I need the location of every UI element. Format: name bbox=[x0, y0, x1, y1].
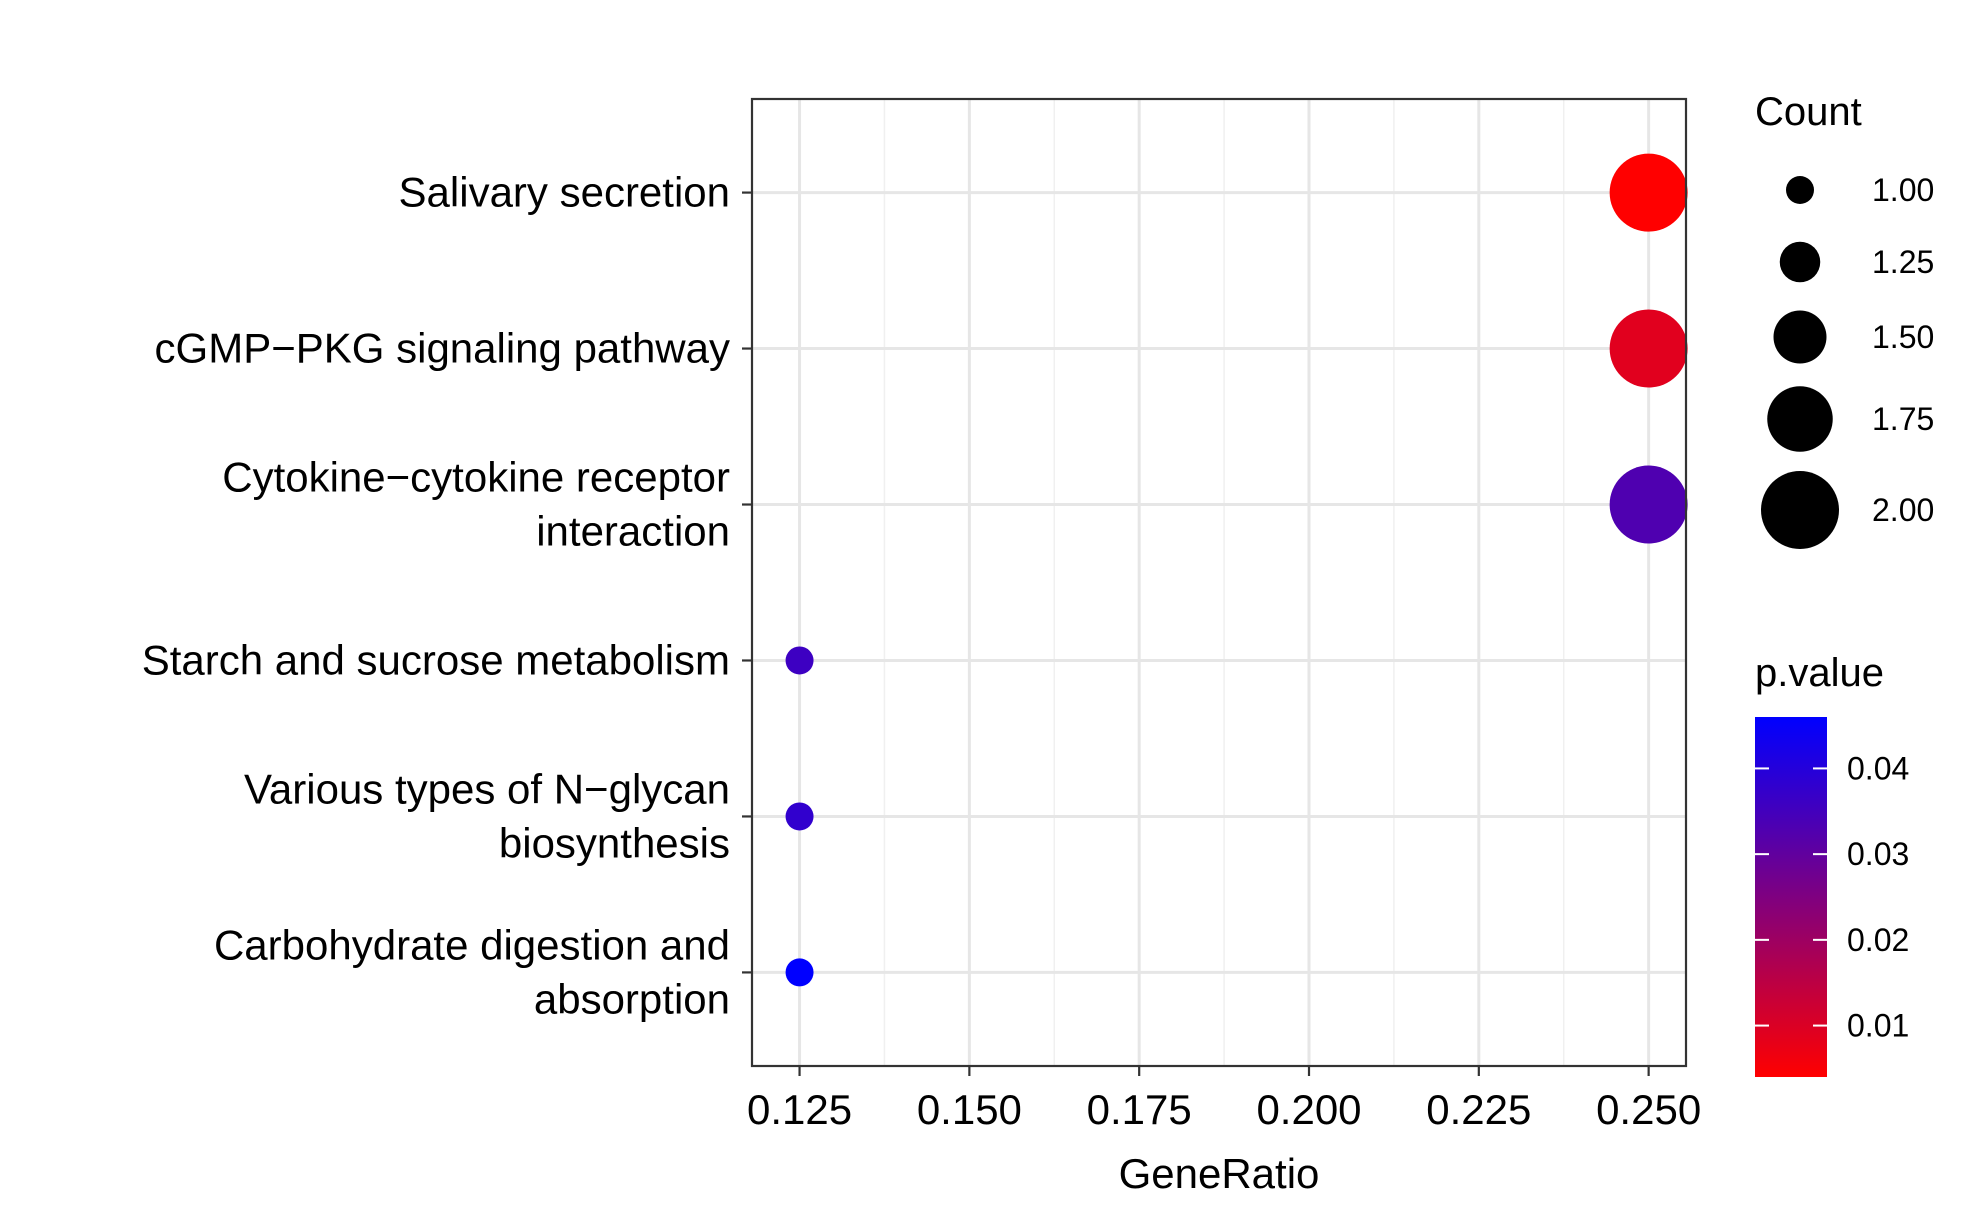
y-axis: Salivary secretion cGMP−PKG signaling pat… bbox=[142, 169, 752, 1022]
count-legend-key bbox=[1767, 386, 1833, 452]
minor-gridlines bbox=[883, 99, 1565, 1066]
y-tick-label-line: Starch and sucrose metabolism bbox=[142, 636, 730, 683]
count-legend: Count 1.00 1.25 1.50 1.75 2.00 bbox=[1755, 90, 1934, 549]
p-value-legend-label: 0.03 bbox=[1847, 836, 1909, 872]
data-point bbox=[785, 958, 814, 987]
count-legend-label: 1.25 bbox=[1872, 244, 1934, 280]
y-tick-label-line: cGMP−PKG signaling pathway bbox=[155, 325, 730, 372]
y-tick-label-line: Various types of N−glycan bbox=[244, 765, 730, 812]
y-tick-label: Salivary secretion bbox=[399, 169, 730, 216]
x-tick-label: 0.125 bbox=[747, 1086, 852, 1133]
y-tick-label-line: absorption bbox=[534, 975, 730, 1022]
data-point bbox=[1609, 465, 1688, 544]
count-legend-label: 1.75 bbox=[1872, 401, 1934, 437]
count-legend-label: 2.00 bbox=[1872, 492, 1934, 528]
y-tick-label: Carbohydrate digestion and absorption bbox=[214, 921, 730, 1022]
x-tick-label: 0.225 bbox=[1426, 1086, 1531, 1133]
y-tick-label-line: biosynthesis bbox=[499, 819, 730, 866]
count-legend-label: 1.00 bbox=[1872, 172, 1934, 208]
y-tick-label-line: Carbohydrate digestion and bbox=[214, 921, 730, 968]
p-value-colorbar bbox=[1755, 717, 1827, 1077]
p-value-legend-title: p.value bbox=[1755, 651, 1884, 695]
y-tick-label: Starch and sucrose metabolism bbox=[142, 636, 730, 683]
major-gridlines bbox=[752, 99, 1686, 1066]
y-tick-label-line: Cytokine−cytokine receptor bbox=[222, 454, 730, 501]
y-tick-label: cGMP−PKG signaling pathway bbox=[155, 325, 730, 372]
p-value-legend-label: 0.04 bbox=[1847, 750, 1909, 786]
y-tick-label-line: Salivary secretion bbox=[399, 169, 730, 216]
y-tick-label: Cytokine−cytokine receptor interaction bbox=[222, 454, 730, 555]
x-tick-label: 0.200 bbox=[1256, 1086, 1361, 1133]
count-legend-title: Count bbox=[1755, 90, 1862, 134]
count-legend-key bbox=[1761, 471, 1839, 549]
count-legend-key bbox=[1786, 176, 1814, 204]
p-value-legend-label: 0.01 bbox=[1847, 1008, 1909, 1044]
x-tick-label: 0.250 bbox=[1596, 1086, 1701, 1133]
data-point bbox=[1609, 309, 1688, 388]
p-value-legend-label: 0.02 bbox=[1847, 922, 1909, 958]
x-tick-label: 0.175 bbox=[1087, 1086, 1192, 1133]
data-point bbox=[785, 646, 814, 675]
data-point bbox=[1609, 153, 1688, 232]
x-tick-label: 0.150 bbox=[917, 1086, 1022, 1133]
y-tick-label-line: interaction bbox=[536, 508, 730, 555]
count-legend-label: 1.50 bbox=[1872, 319, 1934, 355]
count-legend-key bbox=[1779, 241, 1821, 283]
data-point bbox=[785, 802, 814, 831]
plot-panel-border bbox=[750, 97, 1688, 1068]
y-tick-label: Various types of N−glycan biosynthesis bbox=[244, 765, 730, 866]
x-axis: 0.125 0.150 0.175 0.200 0.225 0.250 bbox=[747, 1066, 1701, 1133]
p-value-legend: p.value 0.01 0.02 0.03 0.04 bbox=[1755, 651, 1909, 1077]
data-points bbox=[785, 153, 1688, 987]
count-legend-key bbox=[1773, 310, 1827, 364]
x-axis-title: GeneRatio bbox=[1119, 1150, 1320, 1197]
